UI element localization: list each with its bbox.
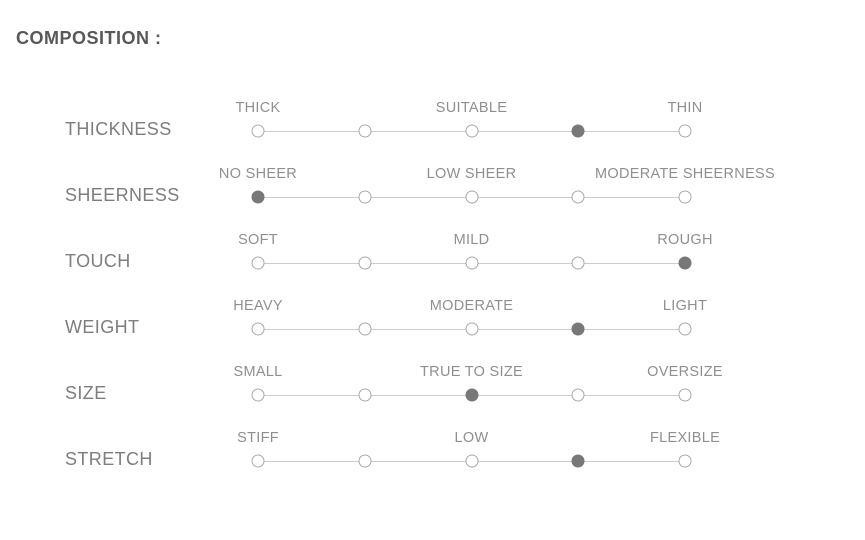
scale-dot: [251, 256, 265, 269]
scale-dot: [678, 454, 692, 467]
anchor-label-left: SOFT: [238, 232, 278, 248]
scale-track: THICK SUITABLE THIN: [236, 100, 702, 139]
scale-dot: [358, 190, 372, 203]
anchor-label-right: MODERATE SHEERNESS: [595, 166, 775, 182]
scale-dot: [251, 190, 265, 203]
scale-track: HEAVY MODERATE LIGHT: [233, 298, 707, 337]
scale-dot: [465, 190, 478, 203]
anchor-label-left: HEAVY: [233, 298, 283, 314]
anchor-label-right: LIGHT: [662, 298, 708, 314]
scale-dot: [251, 322, 265, 335]
composition-title: COMPOSITION :: [16, 28, 162, 48]
anchor-label-center: TRUE TO SIZE: [420, 364, 523, 380]
anchor-label-right: ROUGH: [657, 232, 713, 248]
anchor-label-center: SUITABLE: [435, 100, 508, 116]
scale-dot: [465, 454, 478, 467]
anchor-label-right: THIN: [667, 100, 703, 116]
row-label: STRETCH: [65, 449, 153, 469]
row-label: SHEERNESS: [65, 185, 180, 205]
composition-row-size: SIZE SMALL TRUE TO SIZE OVERSIZE: [65, 364, 723, 403]
scale-dot: [465, 124, 478, 137]
composition-row-thickness: THICKNESS THICK SUITABLE THIN: [65, 100, 702, 139]
anchor-label-center: MODERATE: [429, 298, 514, 314]
scale-dot: [678, 190, 692, 203]
anchor-label-right: OVERSIZE: [647, 364, 723, 380]
scale-dot: [358, 256, 372, 269]
scale-dot: [678, 124, 692, 137]
scale-dot: [678, 256, 692, 269]
scale-dot: [571, 256, 585, 269]
scale-track: NO SHEER LOW SHEER MODERATE SHEERNESS: [219, 166, 775, 205]
scale-dot: [358, 454, 372, 467]
scale-dot: [571, 322, 585, 335]
anchor-label-center: LOW: [454, 430, 489, 446]
row-label: WEIGHT: [65, 317, 140, 337]
scale-track: SOFT MILD ROUGH: [238, 232, 712, 271]
scale-dot: [465, 322, 478, 335]
scale-dot: [465, 388, 478, 401]
scale-track: STIFF LOW FLEXIBLE: [237, 430, 720, 469]
composition-rows: THICKNESS THICK SUITABLE THIN SHEERNE: [65, 100, 775, 496]
scale-dot: [251, 388, 265, 401]
anchor-label-left: STIFF: [237, 430, 279, 446]
row-label: SIZE: [65, 383, 107, 403]
scale-dot: [571, 124, 585, 137]
scale-dot: [358, 388, 372, 401]
anchor-label-center: MILD: [453, 232, 490, 248]
scale-dot: [358, 124, 372, 137]
scale-dot: [251, 454, 265, 467]
scale-dot: [251, 124, 265, 137]
scale-dot: [678, 322, 692, 335]
scale-track: SMALL TRUE TO SIZE OVERSIZE: [233, 364, 723, 403]
scale-dot: [465, 256, 478, 269]
composition-row-weight: WEIGHT HEAVY MODERATE LIGHT: [65, 298, 707, 337]
anchor-label-left: NO SHEER: [218, 166, 298, 182]
anchor-label-left: SMALL: [233, 364, 283, 380]
scale-dot: [571, 388, 585, 401]
composition-row-stretch: STRETCH STIFF LOW FLEXIBLE: [65, 430, 720, 469]
scale-dot: [571, 454, 585, 467]
anchor-label-center: LOW SHEER: [426, 166, 517, 182]
composition-row-sheerness: SHEERNESS NO SHEER LOW SHEER MODERATE SH…: [65, 166, 775, 205]
composition-row-touch: TOUCH SOFT MILD ROUGH: [65, 232, 712, 271]
anchor-label-right: FLEXIBLE: [649, 430, 721, 446]
row-label: THICKNESS: [65, 119, 172, 139]
scale-dot: [571, 190, 585, 203]
scale-dot: [358, 322, 372, 335]
scale-dot: [678, 388, 692, 401]
row-label: TOUCH: [65, 251, 131, 271]
anchor-label-left: THICK: [235, 100, 281, 116]
